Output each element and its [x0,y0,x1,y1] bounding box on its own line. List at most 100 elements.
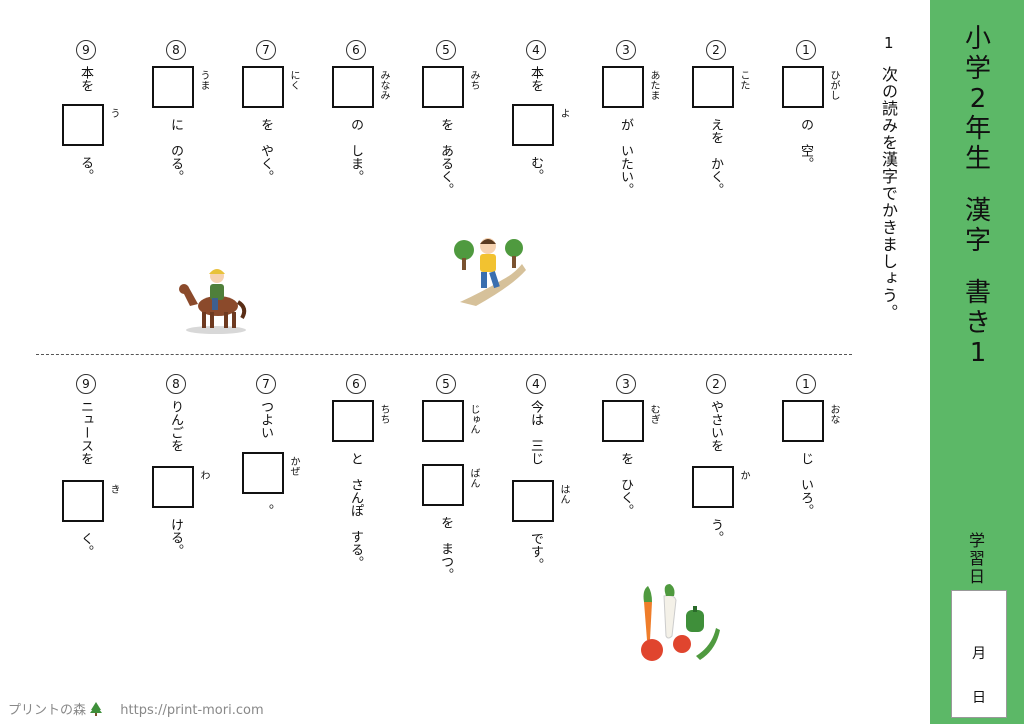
question-number-badge: 9 [76,40,96,60]
kanji-answer-box[interactable] [782,400,824,442]
furigana-reading: あたま [648,70,659,100]
question-prefix-text: ニュースを [78,400,93,465]
bottom-question-3: 3 むぎを ひく。 [602,374,662,674]
kanji-answer-box[interactable] [692,66,734,108]
furigana-reading: はん [558,484,569,504]
title-char: 生 [964,144,991,174]
question-number-badge: 4 [526,374,546,394]
date-label-char: 習 [968,549,985,568]
question-suffix-text: る。 [78,156,93,182]
furigana-reading: わ [198,470,209,480]
date-label-char: 日 [968,567,985,586]
furigana-reading: むぎ [648,404,659,424]
kanji-answer-box[interactable] [62,104,104,146]
furigana-reading-2: ばん [468,468,479,488]
question-prefix-text: 本を [78,66,93,92]
question-number-badge: 2 [706,374,726,394]
question-number-badge: 8 [166,374,186,394]
question-suffix-text: を まつ。 [438,516,453,581]
kanji-answer-box[interactable] [62,480,104,522]
question-suffix-text: です。 [528,532,543,571]
question-suffix-text: の 空。 [798,118,813,170]
question-suffix-text: を あるく。 [438,118,453,196]
question-suffix-text: が いたい。 [618,118,633,196]
kanji-answer-box[interactable] [332,400,374,442]
question-suffix-text: く。 [78,532,93,558]
kanji-answer-box[interactable] [692,466,734,508]
question-prefix-text: やさいを [708,400,723,452]
question-suffix-text: えを かく。 [708,118,723,196]
question-prefix-text: つよい [258,400,273,439]
kanji-answer-box-2[interactable] [422,464,464,506]
kanji-answer-box[interactable] [422,66,464,108]
title-char: 書 [964,278,991,308]
top-question-4: 4 本をよむ。 [512,40,572,340]
top-question-6: 6 みなみの しま。 [332,40,392,340]
question-number-badge: 6 [346,374,366,394]
top-question-2: 2 こたえを かく。 [692,40,752,340]
question-suffix-text: う。 [708,518,723,544]
question-suffix-text: の しま。 [348,118,363,183]
kanji-answer-box[interactable] [782,66,824,108]
bottom-question-4: 4 今は 三じはんです。 [512,374,572,674]
question-number: 1 [884,34,894,52]
title-char: 小 [964,24,991,54]
question-number-badge: 4 [526,40,546,60]
furigana-reading: こた [738,70,749,90]
question-number-badge: 2 [706,40,726,60]
question-instruction: 次の読みを漢字でかきましょう。 [879,66,898,321]
question-number-badge: 5 [436,374,456,394]
furigana-reading: おな [828,404,839,424]
furigana-reading: か [738,470,749,480]
kanji-answer-box[interactable] [512,104,554,146]
section-divider [36,354,852,355]
question-suffix-text: を ひく。 [618,452,633,517]
top-question-9: 9 本をうる。 [62,40,122,340]
furigana-reading: みなみ [378,70,389,100]
title-char: 字 [964,226,991,256]
study-date-label: 学 習 日 [966,532,988,586]
furigana-reading: みち [468,70,479,90]
kanji-answer-box[interactable] [602,400,644,442]
site-url[interactable]: https://print-mori.com [120,703,264,718]
kanji-answer-box[interactable] [332,66,374,108]
question-suffix-text: に のる。 [168,118,183,183]
question-number-badge: 1 [796,40,816,60]
question-number-badge: 6 [346,40,366,60]
day-label: 日 [972,690,986,706]
top-question-3: 3 あたまが いたい。 [602,40,662,340]
title-char: 2 [969,84,987,114]
kanji-answer-box[interactable] [242,66,284,108]
question-number-badge: 5 [436,40,456,60]
study-date-box[interactable]: 月 日 [951,590,1007,718]
kanji-answer-box[interactable] [512,480,554,522]
furigana-reading: ひがし [828,70,839,100]
kanji-answer-box[interactable] [602,66,644,108]
furigana-reading: にく [288,70,299,90]
title-char: き [964,308,991,338]
furigana-reading: かぜ [288,456,299,476]
title-char: 1 [969,338,987,368]
question-number-badge: 7 [256,374,276,394]
top-question-7: 7 にくを やく。 [242,40,302,340]
question-prefix-text: 今は 三じ [528,400,543,465]
bottom-question-5: 5 じゅん ばんを まつ。 [422,374,482,674]
bottom-question-9: 9 ニュースをきく。 [62,374,122,674]
furigana-reading: き [108,484,119,494]
kanji-answer-box[interactable] [242,452,284,494]
question-suffix-text: む。 [528,156,543,182]
footer: プリントの森 https://print-mori.com [8,699,264,718]
top-question-5: 5 みちを あるく。 [422,40,482,340]
question-prefix-text: 本を [528,66,543,92]
question-number-badge: 8 [166,40,186,60]
date-label-char: 学 [968,531,985,550]
question-suffix-text: じ いろ。 [798,452,813,517]
tree-icon [90,702,103,716]
furigana-reading: ちち [378,404,389,424]
kanji-answer-box[interactable] [152,66,194,108]
kanji-answer-box[interactable] [422,400,464,442]
bottom-question-2: 2 やさいをかう。 [692,374,752,674]
question-suffix-text: を やく。 [258,118,273,183]
horse-rider-illustration [179,269,247,334]
kanji-answer-box[interactable] [152,466,194,508]
